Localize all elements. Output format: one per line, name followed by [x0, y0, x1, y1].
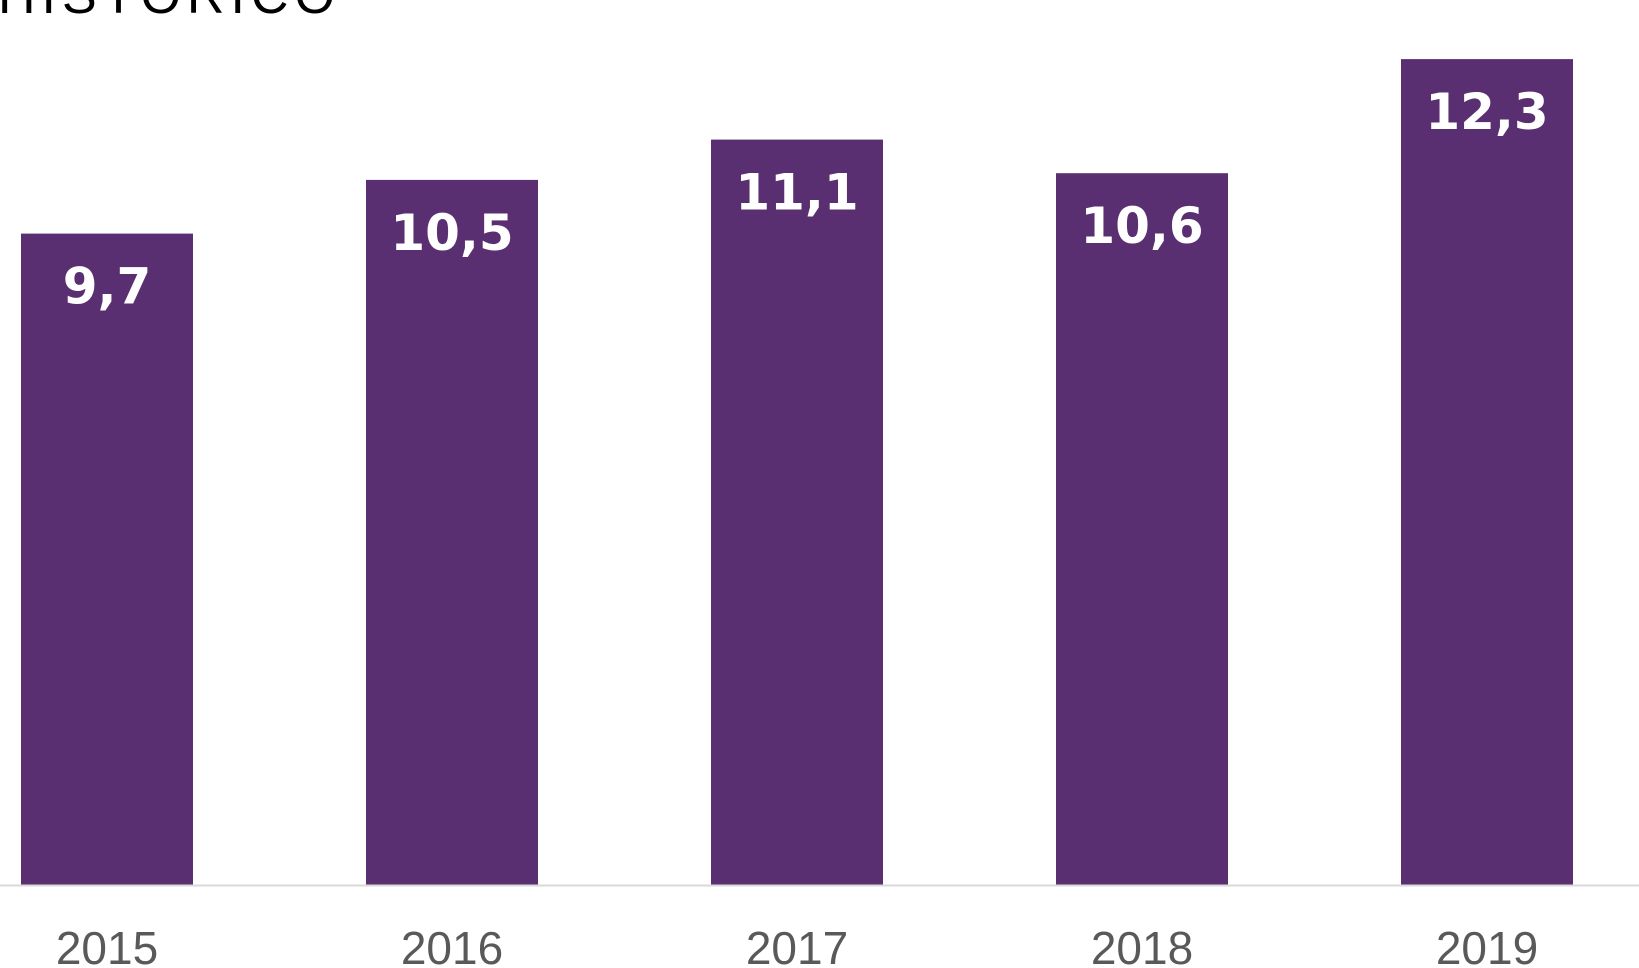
bars-layer: [21, 59, 1573, 886]
chart-title: HISTÓRICO: [0, 0, 341, 26]
x-tick-label-2016: 2016: [401, 922, 503, 968]
data-label-2016: 10,5: [390, 204, 513, 262]
data-label-2018: 10,6: [1080, 197, 1203, 255]
bar-2016: [366, 179, 538, 885]
bar-2019: [1401, 59, 1573, 886]
data-label-2015: 9,7: [63, 258, 152, 316]
data-label-2019: 12,3: [1425, 83, 1548, 141]
data-label-2017: 11,1: [735, 164, 858, 222]
bar-2018: [1056, 173, 1228, 885]
x-tick-label-2017: 2017: [746, 922, 848, 968]
data-labels-layer: 9,7 10,5 11,1 10,6 12,3: [63, 83, 1549, 316]
x-tick-label-2015: 2015: [56, 922, 158, 968]
bar-2017: [711, 139, 883, 886]
x-tick-labels-layer: 2015 2016 2017 2018 2019: [56, 922, 1538, 968]
x-tick-label-2018: 2018: [1091, 922, 1193, 968]
x-tick-label-2019: 2019: [1436, 922, 1538, 968]
bar-2015: [21, 233, 193, 886]
